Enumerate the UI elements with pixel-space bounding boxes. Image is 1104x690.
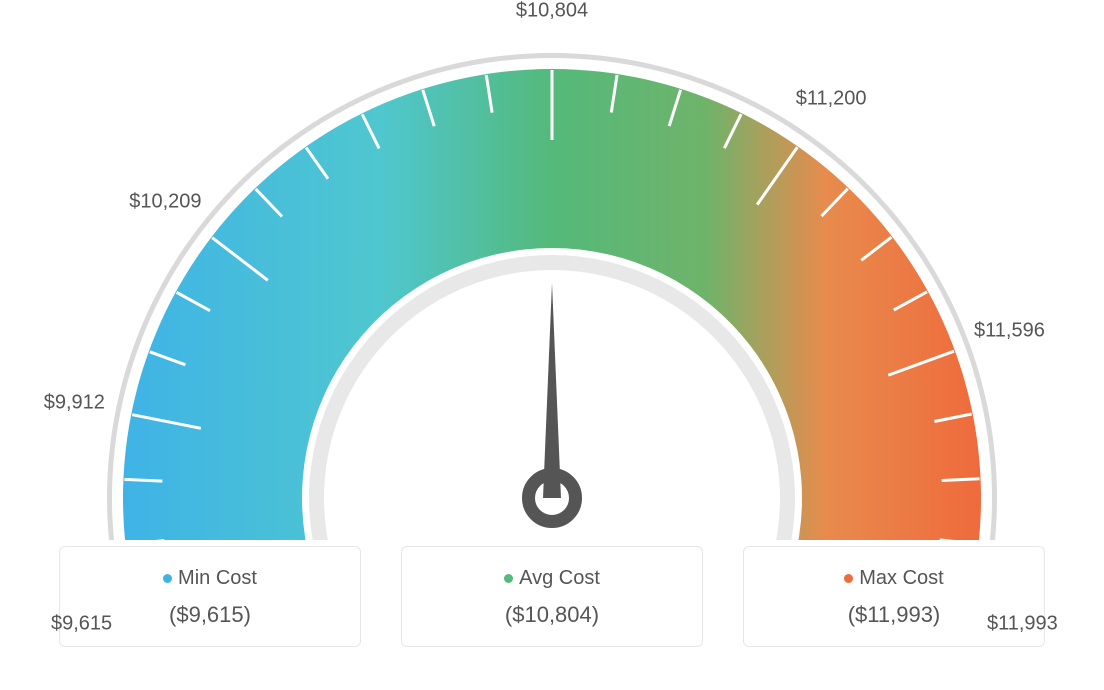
legend-max-title-text: Max Cost	[859, 567, 943, 589]
gauge-tick-label: $9,615	[51, 613, 112, 636]
gauge-tick-label: $9,912	[44, 392, 105, 415]
gauge-svg	[0, 0, 1104, 540]
gauge-tick-label: $11,993	[987, 613, 1058, 636]
gauge-tick-label: $11,596	[974, 319, 1045, 342]
legend-avg-value: ($10,804)	[402, 602, 702, 628]
legend-max-dot	[844, 574, 853, 583]
gauge-tick-label: $11,200	[796, 87, 867, 110]
gauge-tick-label: $10,209	[129, 190, 201, 213]
legend-min-title-text: Min Cost	[178, 567, 257, 589]
legend-card-avg: Avg Cost ($10,804)	[401, 546, 703, 647]
legend-min-title: Min Cost	[60, 567, 360, 590]
legend-avg-title: Avg Cost	[402, 567, 702, 590]
legend-row: Min Cost ($9,615) Avg Cost ($10,804) Max…	[0, 546, 1104, 647]
gauge-chart: $9,615$9,912$10,209$10,804$11,200$11,596…	[0, 0, 1104, 540]
legend-max-title: Max Cost	[744, 567, 1044, 590]
legend-avg-title-text: Avg Cost	[519, 567, 600, 589]
legend-avg-dot	[504, 574, 513, 583]
legend-min-dot	[163, 574, 172, 583]
gauge-tick-label: $10,804	[516, 0, 588, 23]
